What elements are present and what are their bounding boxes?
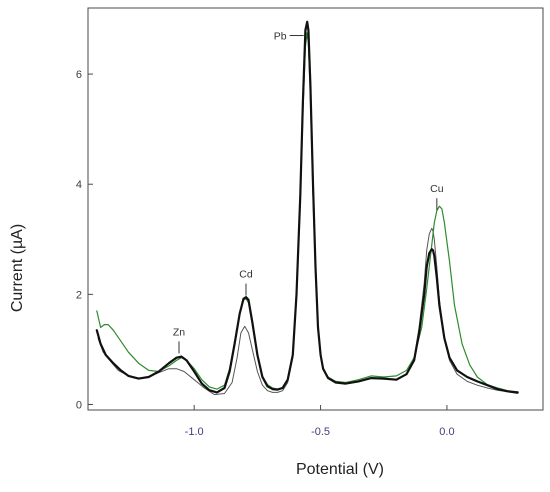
series-line-3: [96, 32, 519, 393]
y-tick-label: 2: [76, 289, 82, 301]
y-tick-label: 4: [76, 179, 82, 191]
peak-label-cd: Cd: [239, 269, 253, 281]
peak-label-pb: Pb: [274, 31, 287, 43]
x-tick-label: 0.0: [439, 426, 454, 438]
peak-label-cu: Cu: [430, 183, 444, 195]
series-line-2: [97, 24, 519, 396]
plot-area-frame: [87, 7, 544, 411]
series-layer: [95, 20, 519, 396]
y-tick-label: 0: [76, 399, 82, 411]
y-axis-title: Current (µA): [9, 224, 26, 312]
series-line-1: [95, 20, 519, 394]
x-axis-title: Potential (V): [296, 461, 384, 478]
peak-label-zn: Zn: [173, 326, 185, 338]
x-tick-label: -1.0: [185, 426, 204, 438]
peak-annotations: Zn Cd Pb Cu: [173, 31, 444, 354]
y-axis: 0 2 4 6: [76, 69, 93, 411]
x-tick-label: -0.5: [311, 426, 330, 438]
x-axis: -1.0 -0.5 0.0: [185, 405, 455, 438]
y-tick-label: 6: [76, 69, 82, 81]
